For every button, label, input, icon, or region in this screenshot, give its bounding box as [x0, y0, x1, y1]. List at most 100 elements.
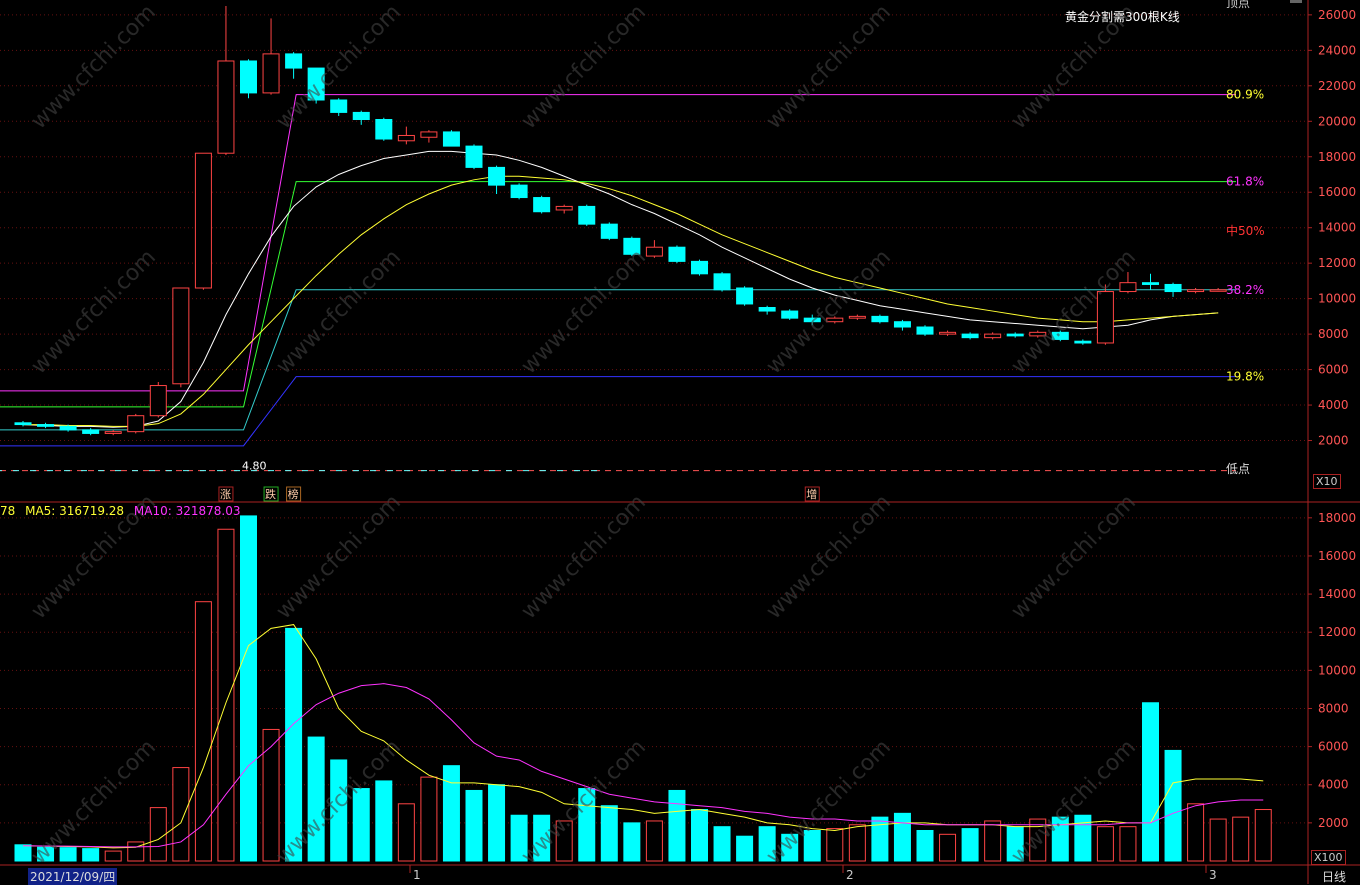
volume-bar	[939, 833, 957, 862]
volume-bar	[194, 601, 212, 862]
candle-body	[600, 223, 618, 239]
month-label: 1	[413, 868, 421, 882]
watermark: www.cfchi.com	[272, 245, 406, 379]
candle-body	[916, 326, 934, 335]
candle-body	[578, 205, 596, 225]
volume-bar	[736, 835, 754, 862]
volume-bar	[848, 824, 866, 862]
volume-bar	[1029, 818, 1047, 862]
watermark: www.cfchi.com	[27, 245, 161, 379]
volume-bar	[37, 846, 55, 862]
candle-body	[1209, 289, 1227, 292]
candle-body	[465, 145, 483, 168]
candle-body	[217, 60, 235, 154]
candle-body	[1187, 289, 1205, 293]
watermark: www.cfchi.com	[272, 490, 406, 624]
watermark: www.cfchi.com	[1007, 245, 1141, 379]
volume-bar	[1209, 818, 1227, 862]
volume-bar	[961, 828, 979, 862]
volume-bar	[578, 788, 596, 862]
volume-tick-label: 4000	[1318, 778, 1349, 792]
volume-bar	[893, 812, 911, 862]
low-label: 低点	[1226, 462, 1251, 476]
volume-bar	[352, 788, 370, 862]
candle-body	[533, 197, 551, 213]
candle-body	[623, 237, 641, 255]
candle-body	[194, 152, 212, 289]
event-marker-box	[286, 486, 302, 502]
volume-bar	[488, 784, 506, 862]
candle-body	[691, 260, 708, 275]
price-tick-label: 18000	[1318, 150, 1356, 164]
price-ma-long-line	[23, 175, 1219, 427]
event-marker: 跌	[265, 487, 276, 501]
fib-level-line	[0, 181, 1236, 408]
candle-body	[1074, 340, 1092, 344]
volume-tick-label: 12000	[1318, 625, 1356, 639]
volume-bar	[82, 848, 100, 862]
candle-body	[240, 60, 257, 94]
fib-level-label: 80.9%	[1226, 88, 1264, 102]
volume-bar	[330, 759, 348, 862]
volume-bar	[533, 814, 551, 862]
month-label: 2	[846, 868, 854, 882]
volume-bar	[1187, 803, 1205, 862]
candle-body	[668, 246, 686, 262]
volume-bar	[623, 822, 641, 862]
price-tick-label: 14000	[1318, 221, 1356, 235]
candle-body	[1051, 331, 1069, 340]
candle-body	[1006, 333, 1024, 337]
candle-body	[307, 67, 325, 101]
candle-body	[803, 317, 821, 323]
candle-body	[826, 317, 844, 323]
volume-bar	[713, 826, 731, 862]
watermark: www.cfchi.com	[762, 0, 896, 134]
volume-tick-label: 18000	[1318, 511, 1356, 525]
watermark: www.cfchi.com	[517, 245, 651, 379]
watermark: www.cfchi.com	[762, 490, 896, 624]
watermark: www.cfchi.com	[27, 0, 161, 134]
candle-body	[82, 429, 100, 434]
candle-body	[488, 166, 506, 186]
event-marker-box	[804, 486, 820, 502]
price-tick-label: 16000	[1318, 185, 1356, 199]
volume-bar	[600, 805, 618, 862]
candle-body	[848, 315, 866, 319]
volume-bar	[1074, 814, 1092, 862]
price-tick-label: 6000	[1318, 363, 1349, 377]
event-marker: 增	[806, 487, 817, 501]
volume-bar	[1096, 826, 1114, 862]
fib-level-label: 19.8%	[1226, 370, 1264, 384]
volume-legend: 78 MA5: 316719.28 MA10: 321878.03	[0, 504, 240, 518]
candle-body	[1142, 282, 1159, 285]
candle-body	[1119, 282, 1137, 293]
period-label[interactable]: 日线	[1322, 870, 1347, 884]
candle-body	[442, 131, 460, 147]
corner-box	[1290, 0, 1302, 3]
volume-bar	[217, 528, 235, 862]
legend-ma5: MA5: 316719.28	[25, 504, 125, 518]
fib-level-label: 38.2%	[1226, 283, 1264, 297]
watermark: www.cfchi.com	[517, 0, 651, 134]
volume-tick-label: 14000	[1318, 587, 1356, 601]
fib-level-label: 61.8%	[1226, 175, 1264, 189]
candle-body	[1096, 291, 1114, 344]
candle-body	[1029, 331, 1047, 337]
candle-body	[555, 205, 573, 211]
volume-multiplier: X100	[1311, 850, 1346, 865]
fib-level-line	[0, 289, 1236, 431]
volume-bar	[916, 829, 934, 862]
volume-bar	[104, 850, 122, 862]
candle-body	[127, 415, 145, 433]
price-ma-short-line	[22, 150, 1219, 428]
event-marker: 榜	[288, 487, 299, 501]
candle-body	[893, 321, 911, 328]
volume-bar	[375, 780, 393, 862]
legend-ma-tail: 78	[0, 504, 16, 518]
candle-body	[59, 425, 77, 431]
price-tick-label: 24000	[1318, 43, 1356, 57]
candle-body	[397, 134, 415, 142]
date-start-label: 2021/12/09/四	[28, 868, 118, 885]
volume-tick-label: 6000	[1318, 740, 1349, 754]
candle-body	[758, 307, 776, 312]
